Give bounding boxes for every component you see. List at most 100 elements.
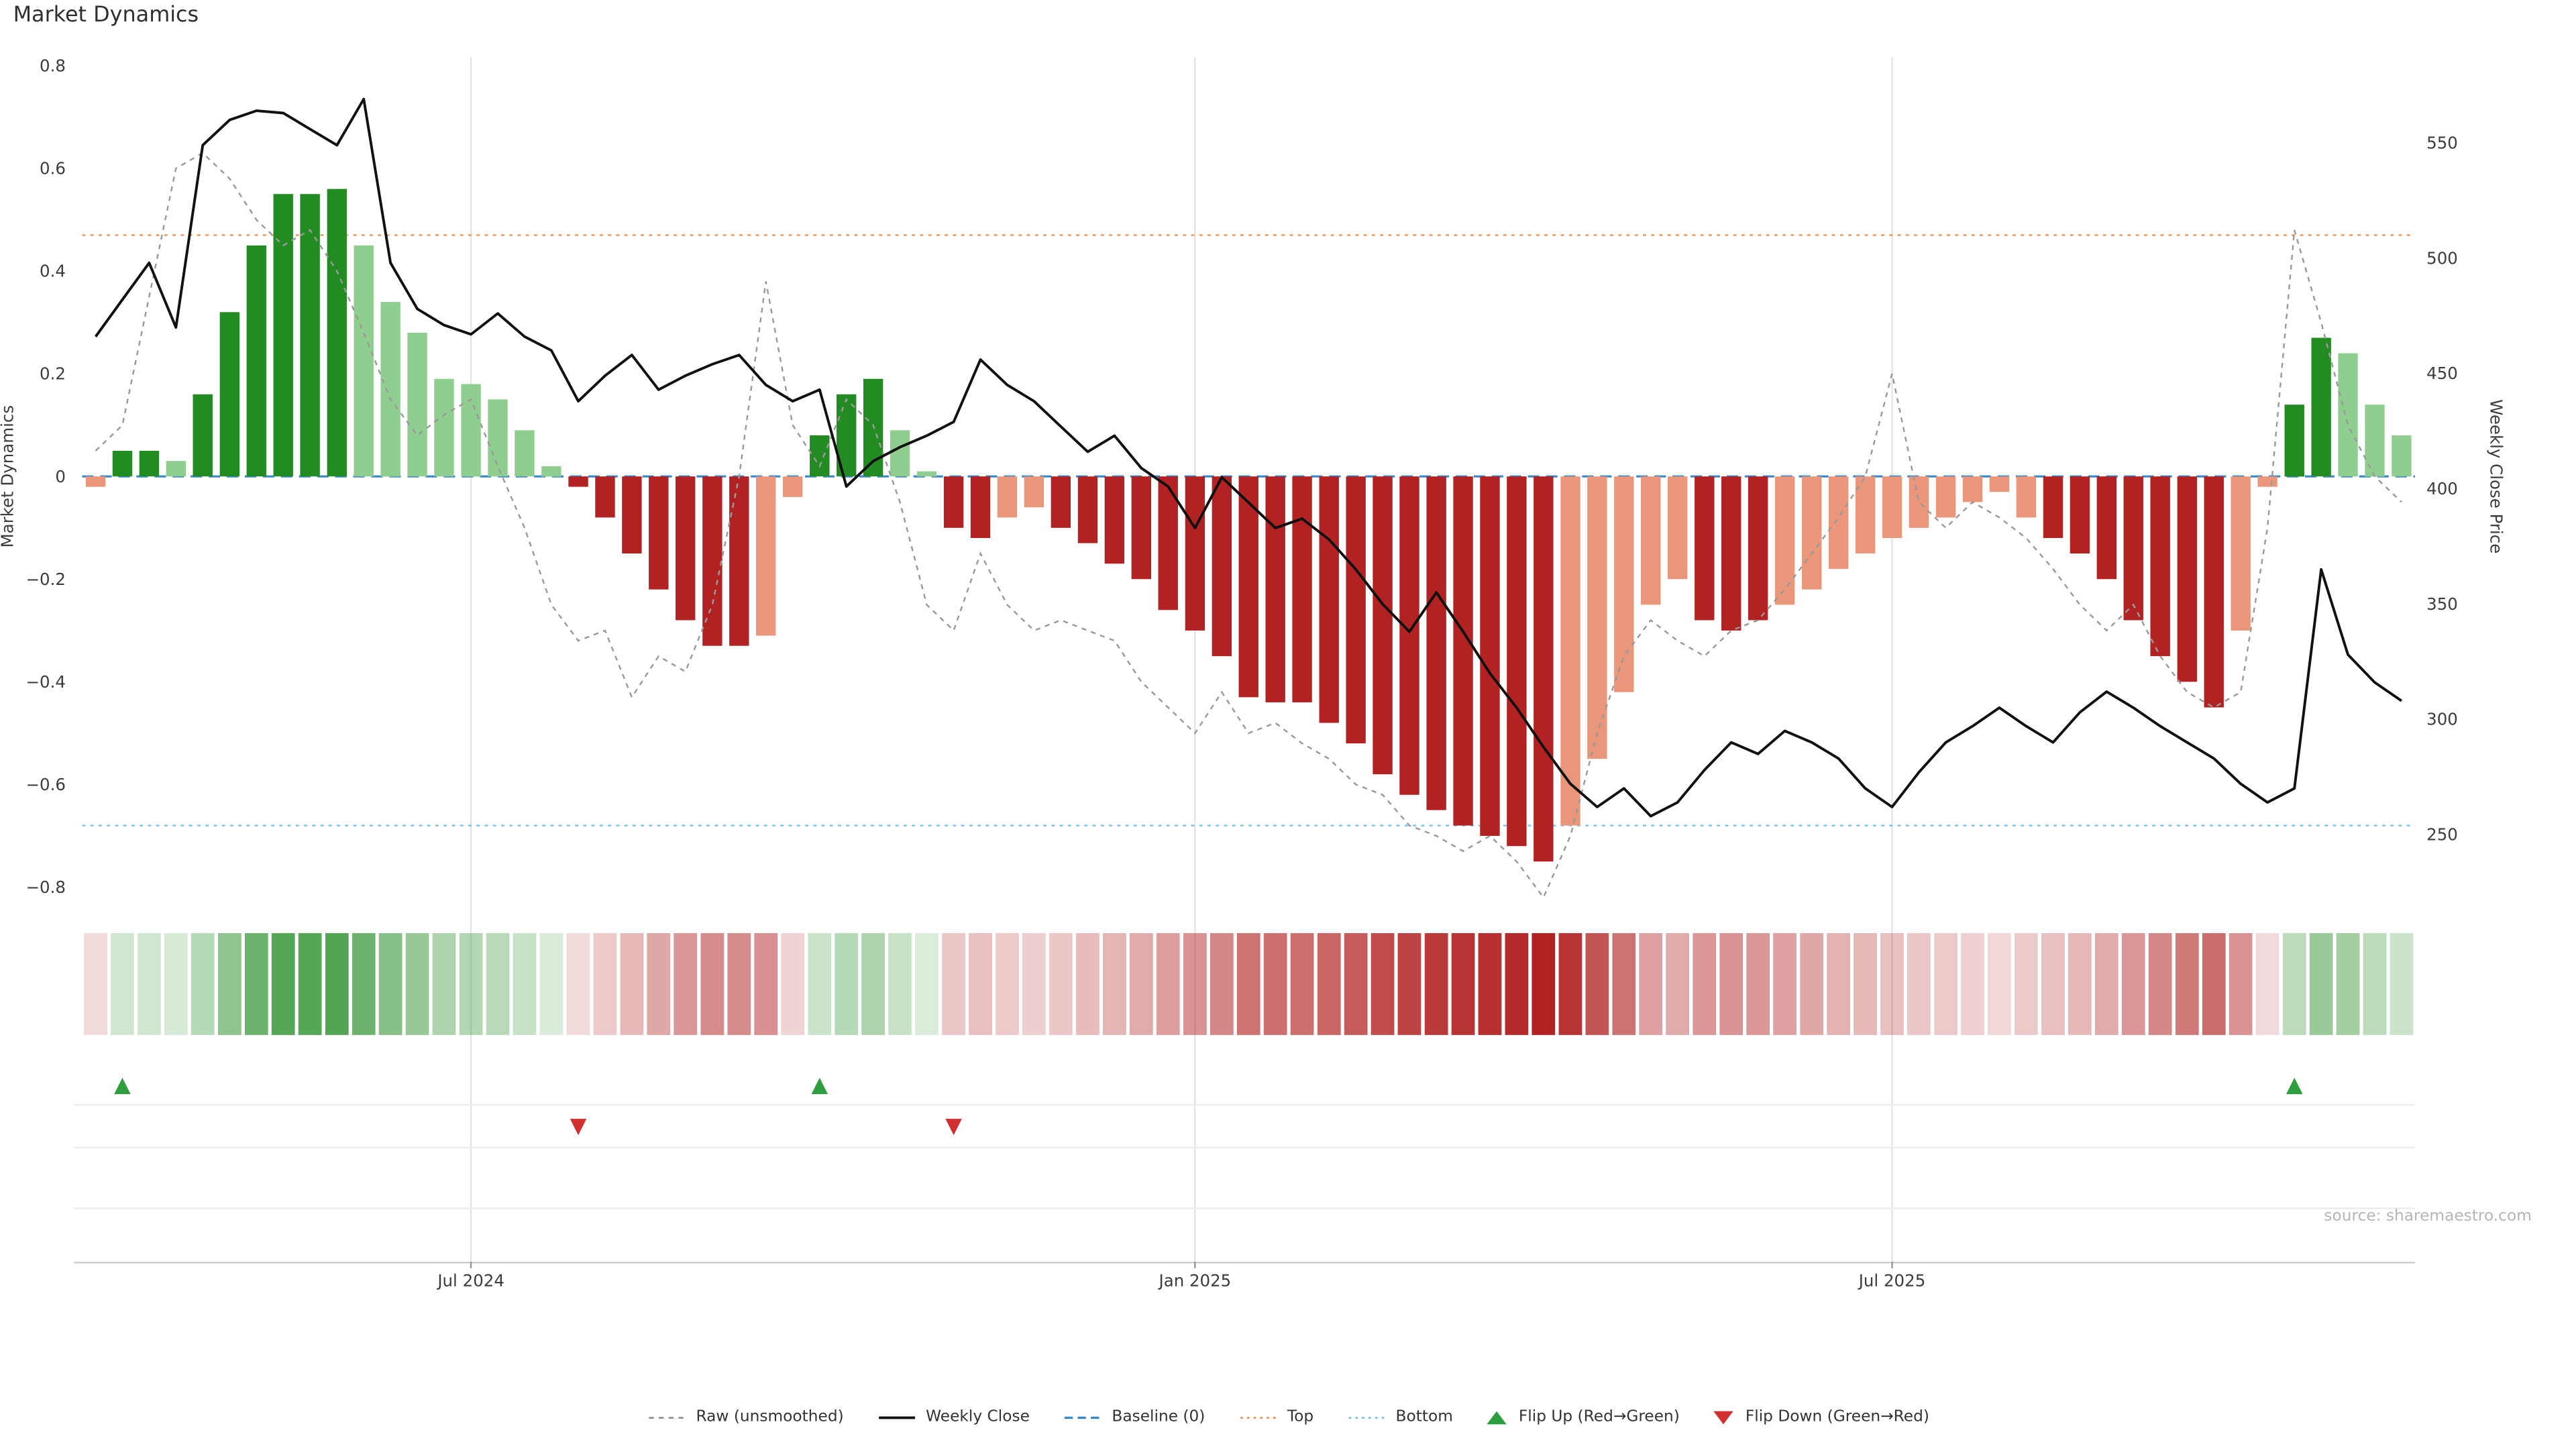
dynamics-bar — [1909, 476, 1929, 528]
heatmap-cell — [942, 933, 966, 1035]
triangle-up-green-icon — [1486, 1409, 1509, 1425]
dynamics-bar — [434, 378, 454, 477]
heatmap-cell — [432, 933, 456, 1035]
heatmap-cell — [378, 933, 402, 1035]
source-note: source: sharemaestro.com — [2324, 1208, 2532, 1226]
dynamics-bar — [85, 476, 106, 487]
heatmap-cell — [1451, 933, 1475, 1035]
dynamics-bar — [1104, 476, 1125, 564]
dynamics-bar — [2257, 476, 2277, 487]
heatmap-cell — [1961, 933, 1984, 1035]
heatmap-cell — [164, 933, 188, 1035]
heatmap-cell — [835, 933, 859, 1035]
dynamics-bar — [2096, 476, 2117, 580]
heatmap-cell — [405, 933, 429, 1035]
left-tick-label: 0.4 — [40, 262, 66, 281]
heatmap-cell — [2041, 933, 2065, 1035]
dynamics-bar — [1667, 476, 1688, 580]
heatmap-cell — [1478, 933, 1502, 1035]
dynamics-bar — [1238, 476, 1258, 698]
left-tick-label: 0 — [55, 467, 66, 486]
heatmap-cell — [1183, 933, 1207, 1035]
dynamics-bar — [1560, 476, 1580, 826]
heatmap-cell — [1666, 933, 1690, 1035]
heatmap-cell — [2229, 933, 2253, 1035]
flip-down-marker — [945, 1118, 962, 1136]
heatmap-cell — [2094, 933, 2118, 1035]
left-tick-label: 0.8 — [40, 56, 66, 76]
chart-title: Market Dynamics — [13, 3, 199, 28]
heatmap-cell — [352, 933, 376, 1035]
dynamics-bar — [1721, 476, 1741, 631]
dynamics-bar — [1774, 476, 1795, 605]
heatmap-cell — [1934, 933, 1957, 1035]
heatmap-cell — [2014, 933, 2038, 1035]
heatmap-cell — [1344, 933, 1368, 1035]
dynamics-bar — [380, 302, 400, 477]
dynamics-bar — [890, 430, 910, 477]
dynamics-bar — [970, 476, 991, 539]
dynamics-bar — [219, 312, 240, 477]
flip-up-marker — [811, 1077, 828, 1095]
legend-item-top: Top — [1238, 1408, 1313, 1426]
heatmap-cell — [1317, 933, 1341, 1035]
legend-item-bottom: Bottom — [1346, 1408, 1453, 1426]
heatmap-cell — [1371, 933, 1395, 1035]
dynamics-bar — [1292, 476, 1312, 702]
raw-line — [95, 152, 2402, 900]
heatmap-cell — [1290, 933, 1314, 1035]
right-axis-title: Weekly Close Price — [2487, 399, 2506, 553]
dynamics-bar — [2150, 476, 2170, 657]
heatmap-cell — [1693, 933, 1717, 1035]
dynamics-bar — [1212, 476, 1232, 657]
dynamics-bar — [1131, 476, 1152, 580]
weekly-close-line — [94, 97, 2403, 818]
dynamics-bar — [1480, 476, 1500, 837]
dynamics-bar — [782, 476, 803, 497]
dynamics-bar — [1534, 476, 1554, 862]
heatmap-cell — [861, 933, 885, 1035]
heatmap-cell — [915, 933, 938, 1035]
heatmap-cell — [2390, 933, 2414, 1035]
heatmap-cell — [2175, 933, 2199, 1035]
dynamics-bar — [810, 435, 830, 477]
dynamics-bar — [2365, 405, 2385, 477]
heatmap-cell — [1156, 933, 1180, 1035]
dynamics-bar — [1077, 476, 1098, 543]
dynamics-bar — [1507, 476, 1527, 847]
dynamics-bar — [649, 476, 669, 590]
left-tick-label: −0.6 — [26, 775, 66, 794]
heatmap-cell — [566, 933, 590, 1035]
left-axis-title: Market Dynamics — [0, 405, 17, 548]
left-tick-label: −0.8 — [26, 877, 66, 897]
legend-label: Flip Down (Green→Red) — [1745, 1407, 1929, 1426]
heatmap-cell — [1585, 933, 1609, 1035]
dynamics-bar — [1185, 476, 1205, 631]
heatmap-cell — [1800, 933, 1824, 1035]
dynamics-bar — [2070, 476, 2090, 554]
heatmap-cell — [700, 933, 724, 1035]
dynamics-bar — [1641, 476, 1661, 605]
heatmap-cell — [1746, 933, 1770, 1035]
dynamics-bar — [676, 476, 696, 621]
legend-label: Bottom — [1395, 1407, 1453, 1426]
dynamics-bar — [702, 476, 722, 646]
x-tick-label: Jan 2025 — [1157, 1271, 1231, 1291]
dynamics-bar — [1828, 476, 1849, 570]
heatmap-cell — [1988, 933, 2011, 1035]
heatmap-cell — [2255, 933, 2279, 1035]
legend-label: Top — [1287, 1407, 1314, 1426]
dynamics-bar — [1453, 476, 1473, 826]
line-dashed-gray-icon — [647, 1409, 686, 1425]
heatmap-cell — [996, 933, 1019, 1035]
heatmap-cell — [593, 933, 617, 1035]
triangle-down-red-icon — [1713, 1409, 1735, 1425]
legend-label: Raw (unsmoothed) — [696, 1407, 844, 1426]
heatmap-cell — [84, 933, 107, 1035]
dynamics-bar — [1855, 476, 1876, 554]
heatmap-cell — [969, 933, 992, 1035]
heatmap-cell — [111, 933, 134, 1035]
dynamics-bar — [354, 245, 374, 477]
dynamics-bar — [1265, 476, 1285, 702]
